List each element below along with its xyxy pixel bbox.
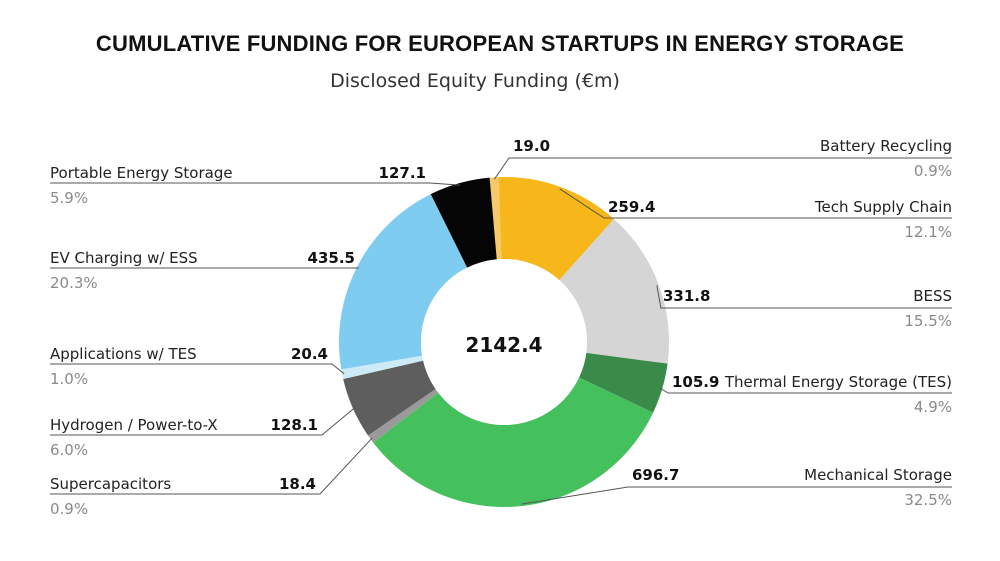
- leader-line: [656, 285, 952, 309]
- leader-line: [521, 486, 952, 505]
- slice-labels: Battery Recycling 0.9% 19.0 Tech Supply Cha…: [50, 137, 952, 518]
- slice-portable-energy-storage: [430, 177, 497, 268]
- leader-line: [493, 157, 952, 180]
- slice-thermal-energy-storage-tes: [579, 352, 668, 413]
- category-label: Mechanical Storage: [804, 466, 952, 484]
- percent-label: 4.9%: [914, 398, 952, 416]
- slice-applications-w-tes: [341, 355, 424, 380]
- leader-line: [660, 387, 952, 394]
- leader-line: [50, 182, 460, 186]
- value-label: 20.4: [291, 345, 328, 363]
- leader-line: [50, 437, 373, 495]
- value-label: 331.8: [663, 287, 710, 305]
- percent-label: 32.5%: [904, 491, 952, 509]
- leader-lines: [50, 157, 952, 505]
- slice-supercapacitors: [368, 389, 439, 443]
- slice-ev-charging-w-ess: [339, 194, 468, 370]
- value-label: 105.9: [672, 373, 719, 391]
- category-label: Applications w/ TES: [50, 345, 197, 363]
- leader-line: [559, 188, 952, 219]
- slice-tech-supply-chain: [498, 177, 614, 281]
- value-label: 435.5: [308, 249, 355, 267]
- category-label: Supercapacitors: [50, 475, 171, 493]
- total-label: 2142.4: [465, 333, 542, 357]
- category-label: Hydrogen / Power-to-X: [50, 416, 218, 434]
- percent-label: 15.5%: [904, 312, 952, 330]
- percent-label: 1.0%: [50, 370, 88, 388]
- slice-bess: [559, 218, 669, 364]
- leader-line: [50, 363, 345, 375]
- percent-label: 5.9%: [50, 189, 88, 207]
- chart-subtitle: Disclosed Equity Funding (€m): [330, 70, 620, 92]
- category-label: Thermal Energy Storage (TES): [724, 373, 952, 391]
- leader-line: [50, 407, 356, 436]
- category-label: Portable Energy Storage: [50, 164, 233, 182]
- value-label: 19.0: [513, 137, 550, 155]
- value-label: 18.4: [279, 475, 316, 493]
- value-label: 259.4: [608, 198, 655, 216]
- slice-mechanical-storage: [373, 377, 654, 507]
- percent-label: 6.0%: [50, 441, 88, 459]
- donut-hole: [421, 259, 587, 425]
- percent-label: 20.3%: [50, 274, 98, 292]
- chart-title: CUMULATIVE FUNDING FOR EUROPEAN STARTUPS…: [96, 31, 904, 56]
- category-label: BESS: [913, 287, 952, 305]
- category-label: Battery Recycling: [820, 137, 952, 155]
- slice-hydrogen-power-to-x: [343, 360, 436, 436]
- value-label: 127.1: [379, 164, 426, 182]
- value-label: 128.1: [271, 416, 318, 434]
- slice-battery-recycling: [489, 177, 502, 260]
- percent-label: 12.1%: [904, 223, 952, 241]
- percent-label: 0.9%: [50, 500, 88, 518]
- percent-label: 0.9%: [914, 162, 952, 180]
- category-label: EV Charging w/ ESS: [50, 249, 198, 267]
- value-label: 696.7: [632, 466, 679, 484]
- donut-slices: [339, 177, 669, 507]
- category-label: Tech Supply Chain: [814, 198, 952, 216]
